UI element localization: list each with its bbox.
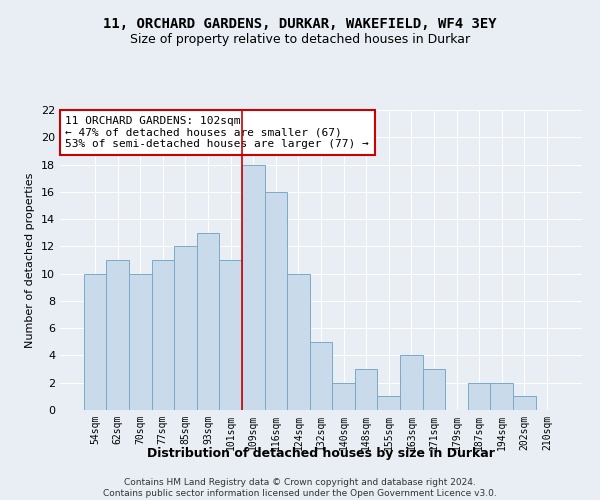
Bar — [84, 274, 106, 410]
Bar — [468, 382, 490, 410]
Text: Size of property relative to detached houses in Durkar: Size of property relative to detached ho… — [130, 32, 470, 46]
Bar — [265, 192, 287, 410]
Bar — [174, 246, 197, 410]
Bar — [197, 232, 220, 410]
Text: 11 ORCHARD GARDENS: 102sqm
← 47% of detached houses are smaller (67)
53% of semi: 11 ORCHARD GARDENS: 102sqm ← 47% of deta… — [65, 116, 369, 149]
Bar — [310, 342, 332, 410]
Bar — [287, 274, 310, 410]
Bar — [400, 356, 422, 410]
Y-axis label: Number of detached properties: Number of detached properties — [25, 172, 35, 348]
Bar — [422, 369, 445, 410]
Text: Distribution of detached houses by size in Durkar: Distribution of detached houses by size … — [147, 448, 495, 460]
Bar — [355, 369, 377, 410]
Bar — [513, 396, 536, 410]
Bar — [152, 260, 174, 410]
Bar — [490, 382, 513, 410]
Text: Contains HM Land Registry data © Crown copyright and database right 2024.
Contai: Contains HM Land Registry data © Crown c… — [103, 478, 497, 498]
Bar — [242, 164, 265, 410]
Bar — [129, 274, 152, 410]
Text: 11, ORCHARD GARDENS, DURKAR, WAKEFIELD, WF4 3EY: 11, ORCHARD GARDENS, DURKAR, WAKEFIELD, … — [103, 18, 497, 32]
Bar — [377, 396, 400, 410]
Bar — [332, 382, 355, 410]
Bar — [106, 260, 129, 410]
Bar — [220, 260, 242, 410]
